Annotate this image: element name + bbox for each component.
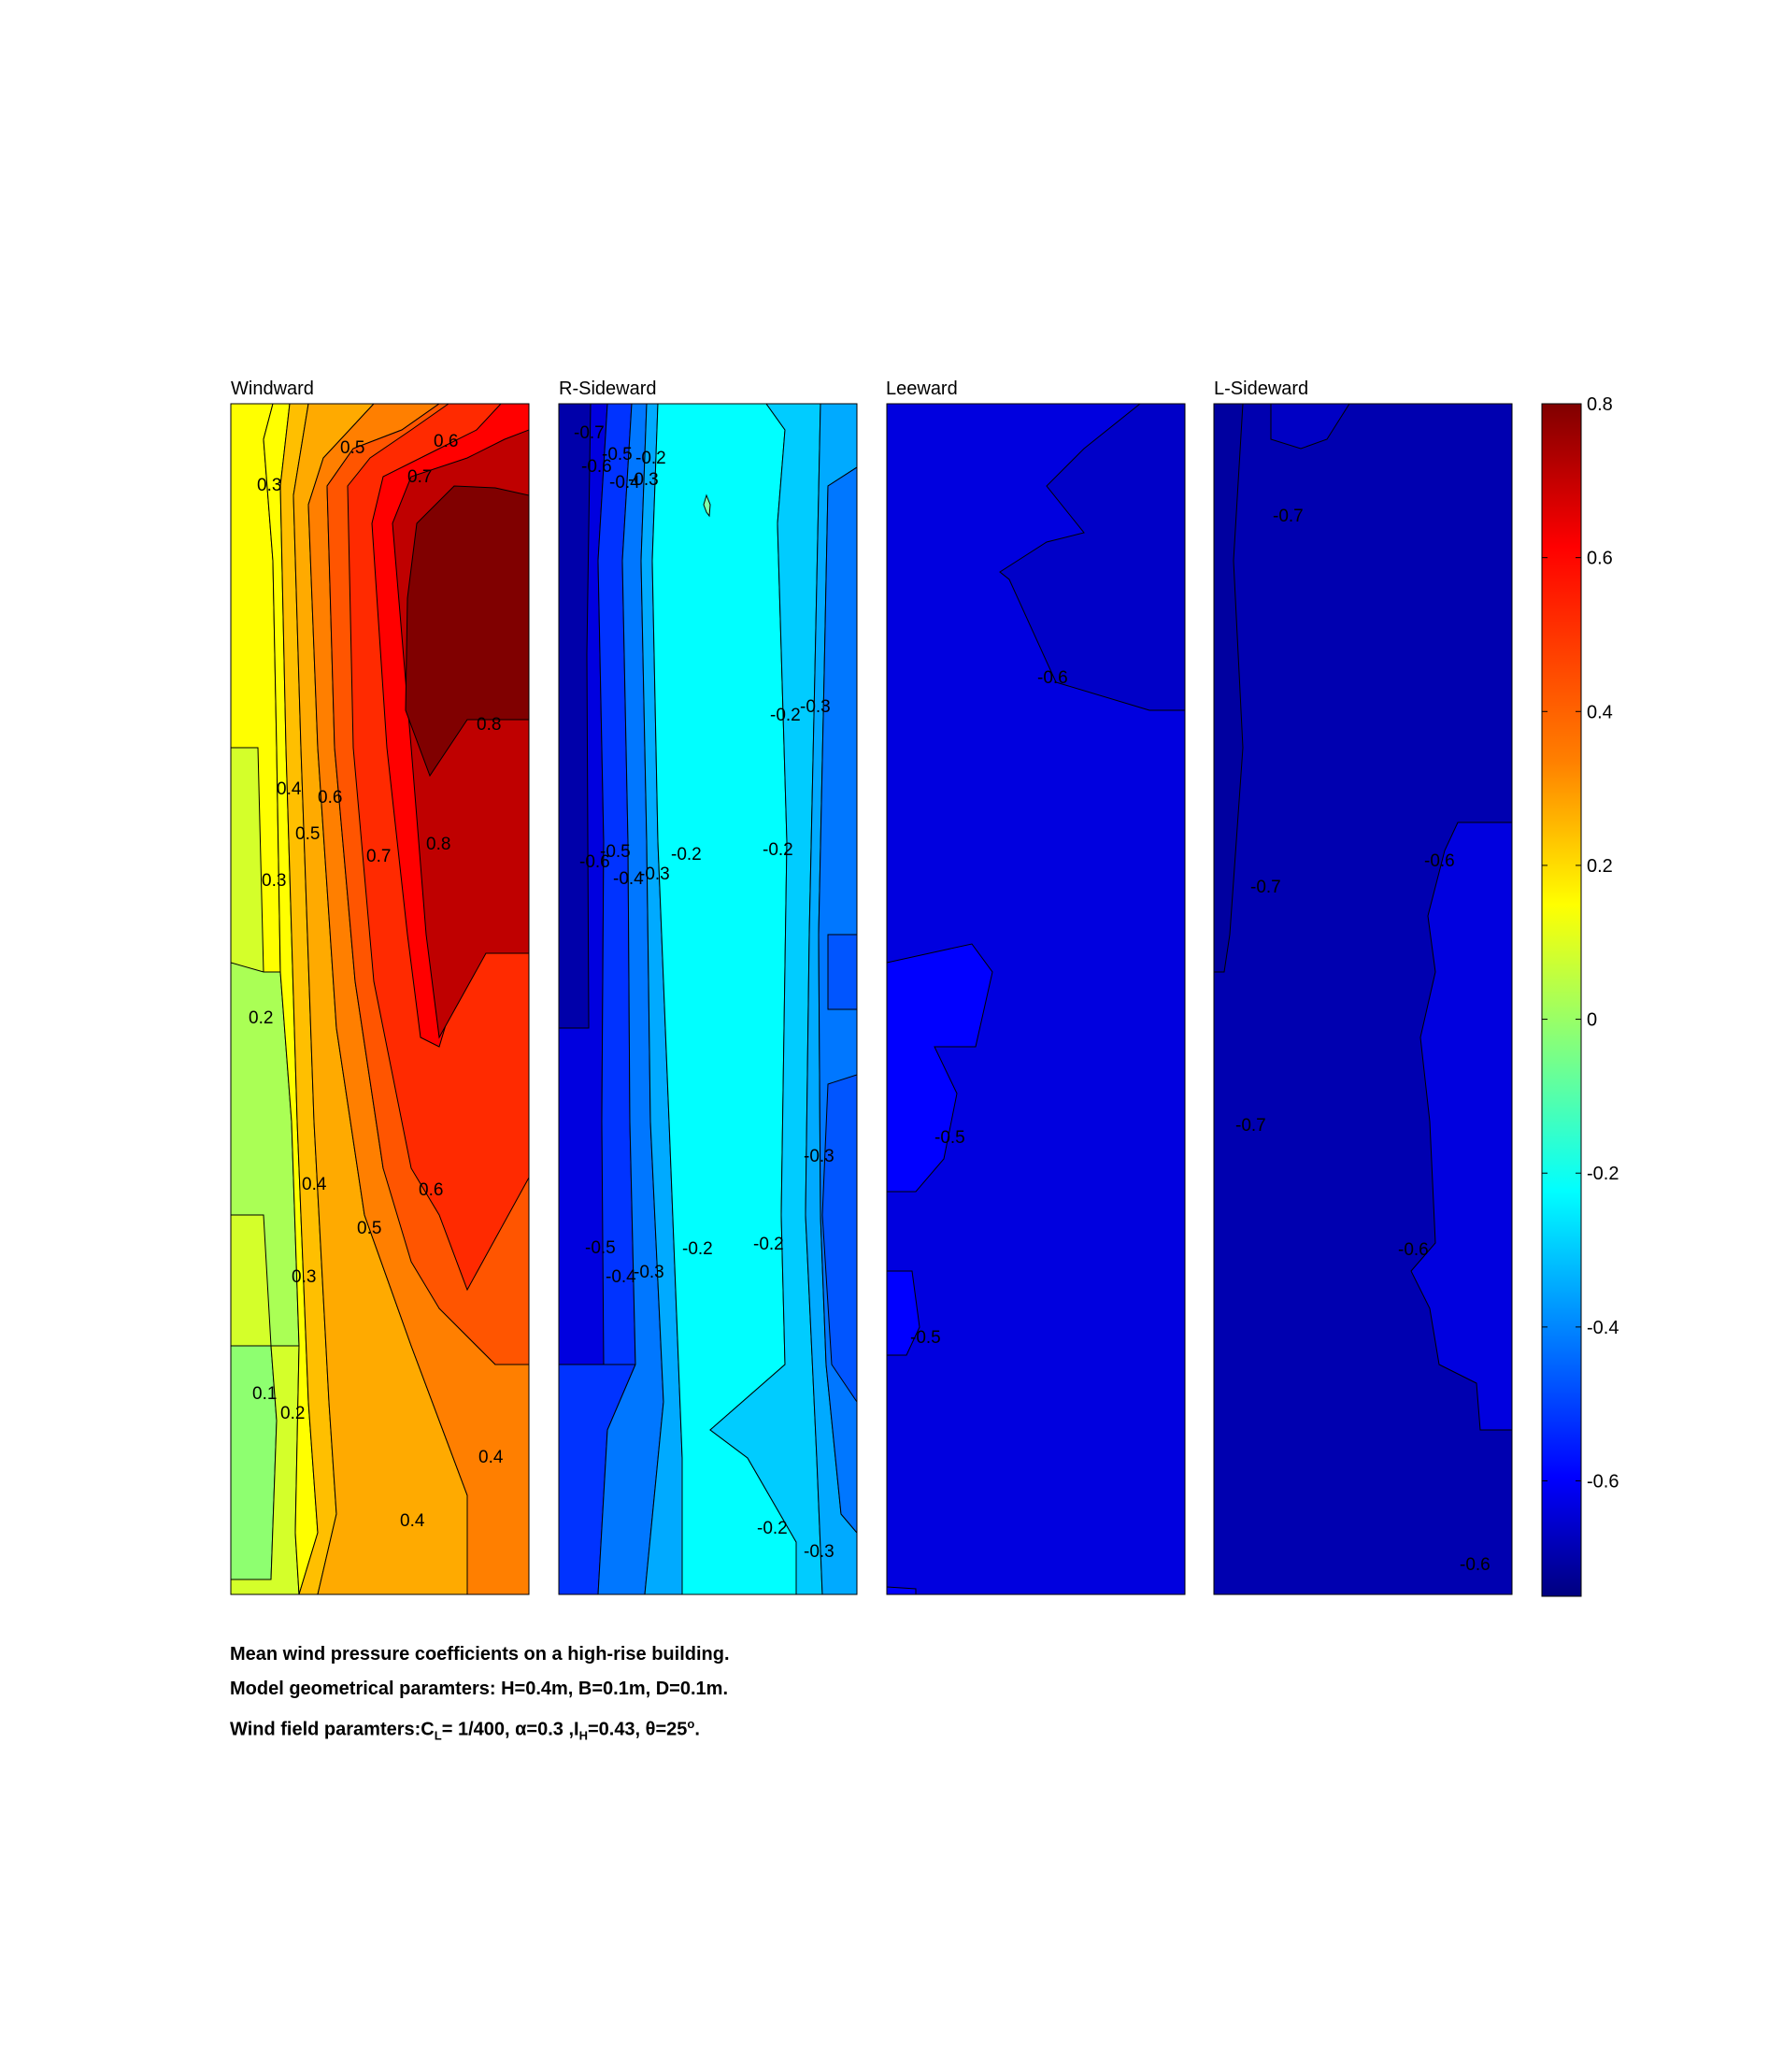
panel-title-leeward: Leeward <box>886 379 958 399</box>
caption-line-1: Mean wind pressure coefficients on a hig… <box>230 1644 730 1665</box>
colorbar-tick-label: 0.2 <box>1587 856 1613 877</box>
band-r-0 <box>559 404 592 1029</box>
contour-label: -0.7 <box>1273 507 1304 526</box>
contour-label: -0.3 <box>804 1147 834 1166</box>
colorbar-tick-label: -0.6 <box>1587 1472 1619 1493</box>
contour-label: -0.3 <box>634 1263 664 1282</box>
contour-label: -0.4 <box>606 1267 636 1287</box>
contour-label: 0.4 <box>478 1448 504 1467</box>
contour-label: 0.1 <box>252 1384 277 1404</box>
contour-label: 0.5 <box>357 1219 381 1238</box>
contour-label: -0.7 <box>1250 878 1281 897</box>
contour-labels-r-sideward: -0.7 -0.6 -0.5 -0.2 -0.4 -0.3 -0.2 -0.3 … <box>574 423 834 1562</box>
colorbar-tick-label: -0.2 <box>1587 1164 1619 1184</box>
panel-title-l-sideward: L-Sideward <box>1214 379 1308 399</box>
panel-windward: Windward 0.3 0.5 0.6 0.7 0.8 0.4 <box>230 379 530 1595</box>
contour-label: -0.3 <box>800 697 831 717</box>
contour-label: -0.6 <box>581 457 612 477</box>
panel-title-windward: Windward <box>231 379 314 399</box>
contour-label: 0.2 <box>280 1404 305 1423</box>
band-l-mid <box>887 943 993 1193</box>
contour-label: -0.5 <box>602 445 633 464</box>
band-r-spot <box>703 493 711 518</box>
contour-label: -0.6 <box>1398 1240 1429 1260</box>
contour-label: 0.8 <box>477 715 501 735</box>
band-ls-right <box>1410 822 1512 1431</box>
panel-leeward: Leeward -0.6 -0.5 -0.5 <box>886 379 1186 1595</box>
contour-label: -0.4 <box>609 473 640 493</box>
contour-label: -0.6 <box>1037 668 1068 688</box>
contour-label: -0.2 <box>753 1235 784 1254</box>
colorbar-ticks: 0.8 0.6 0.4 0.2 0 -0.2 -0.4 -0.6 <box>1542 394 1619 1493</box>
contour-label: -0.4 <box>613 869 644 889</box>
colorbar-gradient <box>1541 403 1582 1597</box>
contour-label: 0.7 <box>366 847 391 866</box>
contour-label: -0.3 <box>804 1542 834 1562</box>
contour-labels-l-sideward: -0.7 -0.7 -0.6 -0.7 -0.6 -0.6 <box>1235 507 1491 1575</box>
contour-label: -0.5 <box>600 842 631 862</box>
colorbar-tick-label: 0.8 <box>1587 394 1613 415</box>
contour-label: -0.6 <box>1424 851 1455 871</box>
contour-label: -0.7 <box>1235 1116 1266 1136</box>
contour-label: -0.2 <box>671 845 702 865</box>
figure-caption: Mean wind pressure coefficients on a hig… <box>230 1637 730 1753</box>
contour-label: 0.3 <box>257 476 281 495</box>
band-l-bottom <box>887 1586 917 1594</box>
contour-label: -0.2 <box>635 449 666 468</box>
contour-label: -0.6 <box>579 852 610 872</box>
contour-label: -0.2 <box>763 840 793 860</box>
panel-l-sideward: L-Sideward -0.7 -0.7 -0.6 -0.7 -0.6 -0.6 <box>1213 379 1513 1595</box>
colorbar-tick-label: 0 <box>1587 1010 1597 1031</box>
colorbar: 0.8 0.6 0.4 0.2 0 -0.2 -0.4 -0.6 <box>1541 394 1619 1597</box>
panel-r-sideward: R-Sideward -0.7 -0.6 -0.5 -0.2 -0.4 -0.3… <box>558 379 858 1595</box>
contour-label: 0.4 <box>400 1511 425 1531</box>
contour-label: 0.5 <box>340 438 364 458</box>
band-l-low <box>887 1270 920 1356</box>
panel-title-r-sideward: R-Sideward <box>559 379 656 399</box>
caption-line-2: Model geometrical paramters: H=0.4m, B=0… <box>230 1679 728 1699</box>
band-l-top <box>999 404 1185 711</box>
contour-labels-windward: 0.3 0.5 0.6 0.7 0.8 0.4 0.6 0.5 0.3 0.7 … <box>249 432 504 1531</box>
contour-label: 0.2 <box>249 1008 273 1028</box>
band-ls-lefttop <box>1214 404 1244 973</box>
contour-label: 0.3 <box>292 1267 316 1287</box>
contour-label: -0.2 <box>757 1519 788 1538</box>
colorbar-tick-label: -0.4 <box>1587 1318 1619 1338</box>
band-ls-top <box>1270 404 1350 450</box>
contour-label: 0.4 <box>302 1175 327 1194</box>
contour-label: -0.6 <box>1460 1555 1491 1575</box>
contour-label: 0.3 <box>262 871 286 891</box>
band-r-8 <box>818 466 857 1534</box>
contour-label: 0.6 <box>419 1180 443 1200</box>
contour-label: -0.3 <box>628 470 659 490</box>
band-0.1 <box>231 1345 278 1580</box>
contour-label: 0.5 <box>295 824 320 844</box>
contour-label: 0.8 <box>426 835 450 854</box>
contour-label: -0.7 <box>574 423 605 443</box>
contour-label: -0.2 <box>682 1239 713 1259</box>
colorbar-tick-label: 0.6 <box>1587 549 1613 569</box>
caption-line-3: Wind field paramters:CL= 1/400, α=0.3 ,I… <box>230 1717 700 1743</box>
contour-label: -0.2 <box>770 706 801 725</box>
band-max <box>405 485 529 778</box>
contour-label: 0.4 <box>277 779 302 799</box>
contour-labels-leeward: -0.6 -0.5 -0.5 <box>910 668 1068 1348</box>
contour-label: -0.5 <box>910 1328 941 1348</box>
contour-label: 0.6 <box>434 432 458 451</box>
contour-label: 0.7 <box>407 467 432 487</box>
contour-label: -0.5 <box>934 1128 965 1148</box>
colorbar-tick-label: 0.4 <box>1587 702 1613 722</box>
contour-label: -0.5 <box>585 1238 616 1258</box>
contour-label: -0.3 <box>639 865 670 884</box>
contour-label: 0.6 <box>318 788 342 807</box>
